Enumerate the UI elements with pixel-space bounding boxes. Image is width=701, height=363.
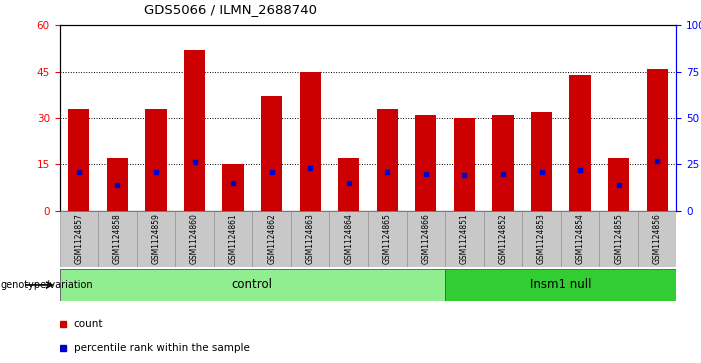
Bar	[415, 115, 437, 211]
Bar	[608, 158, 629, 211]
Bar	[184, 50, 205, 211]
Text: GSM1124866: GSM1124866	[421, 213, 430, 264]
Bar	[299, 72, 321, 211]
Text: GSM1124853: GSM1124853	[537, 213, 546, 264]
Bar	[261, 97, 283, 211]
Bar	[561, 211, 599, 267]
Bar	[599, 211, 638, 267]
Bar	[638, 211, 676, 267]
Bar	[492, 115, 514, 211]
Text: GSM1124861: GSM1124861	[229, 213, 238, 264]
Bar	[214, 211, 252, 267]
Text: control: control	[232, 278, 273, 291]
Text: GSM1124860: GSM1124860	[190, 213, 199, 264]
Text: GSM1124851: GSM1124851	[460, 213, 469, 264]
Text: GSM1124858: GSM1124858	[113, 213, 122, 264]
Text: GDS5066 / ILMN_2688740: GDS5066 / ILMN_2688740	[144, 3, 317, 16]
Bar	[252, 211, 291, 267]
Bar	[569, 75, 591, 211]
Bar	[145, 109, 167, 211]
Text: count: count	[74, 319, 103, 329]
Text: genotype/variation: genotype/variation	[1, 280, 93, 290]
Bar	[98, 211, 137, 267]
Bar	[60, 269, 445, 301]
Bar	[407, 211, 445, 267]
Text: GSM1124855: GSM1124855	[614, 213, 623, 264]
Bar	[445, 269, 676, 301]
Text: GSM1124854: GSM1124854	[576, 213, 585, 264]
Bar	[291, 211, 329, 267]
Bar	[531, 112, 552, 211]
Bar	[107, 158, 128, 211]
Bar	[376, 109, 398, 211]
Text: GSM1124862: GSM1124862	[267, 213, 276, 264]
Bar	[68, 109, 90, 211]
Bar	[338, 158, 360, 211]
Text: GSM1124865: GSM1124865	[383, 213, 392, 264]
Bar	[522, 211, 561, 267]
Text: Insm1 null: Insm1 null	[530, 278, 592, 291]
Bar	[329, 211, 368, 267]
Bar	[646, 69, 668, 211]
Bar	[445, 211, 484, 267]
Text: percentile rank within the sample: percentile rank within the sample	[74, 343, 250, 352]
Bar	[60, 211, 98, 267]
Bar	[137, 211, 175, 267]
Bar	[222, 164, 244, 211]
Text: GSM1124856: GSM1124856	[653, 213, 662, 264]
Bar	[454, 118, 475, 211]
Bar	[484, 211, 522, 267]
Text: GSM1124852: GSM1124852	[498, 213, 508, 264]
Text: GSM1124859: GSM1124859	[151, 213, 161, 264]
Bar	[368, 211, 407, 267]
Text: GSM1124857: GSM1124857	[74, 213, 83, 264]
Bar	[175, 211, 214, 267]
Text: GSM1124864: GSM1124864	[344, 213, 353, 264]
Text: GSM1124863: GSM1124863	[306, 213, 315, 264]
